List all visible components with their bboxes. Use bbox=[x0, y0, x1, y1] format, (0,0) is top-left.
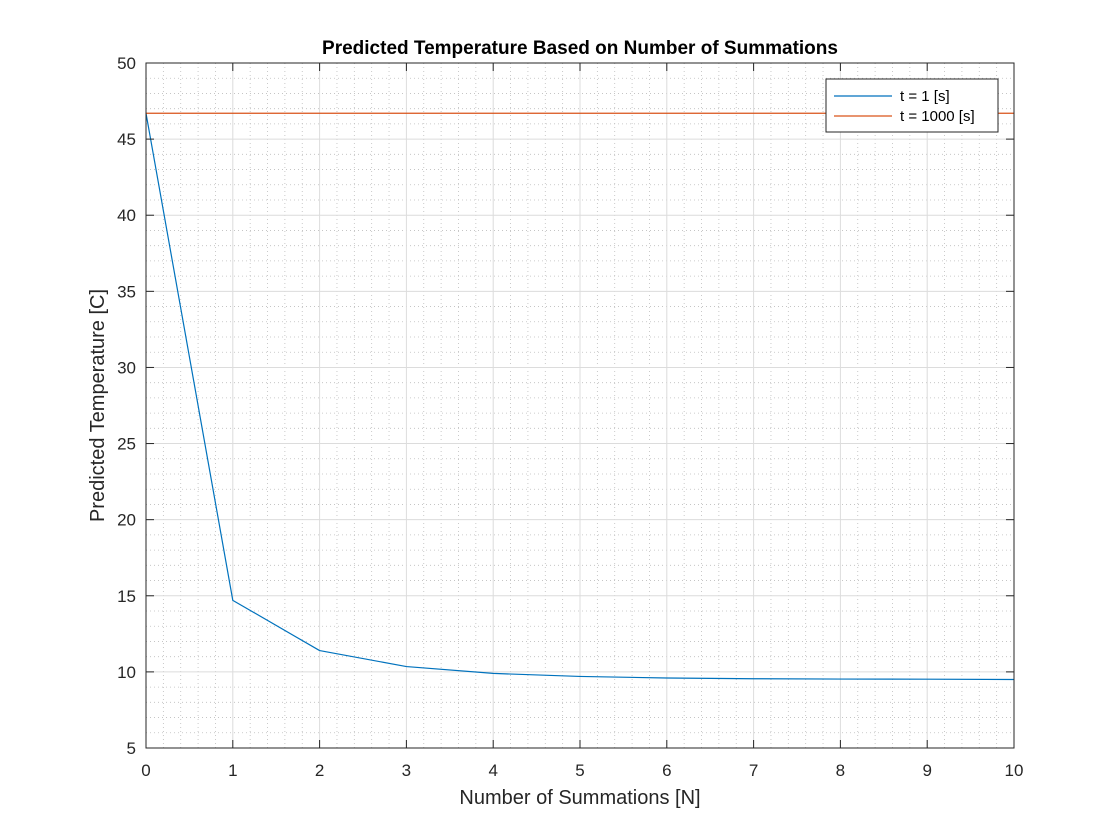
legend-box bbox=[825, 78, 999, 133]
series-line-1 bbox=[145, 113, 1015, 681]
legend-label-1: t = 1 [s] bbox=[900, 88, 950, 105]
x-tick-label: 10 bbox=[1005, 761, 1024, 780]
y-tick-label: 30 bbox=[117, 358, 136, 377]
y-tick-label: 50 bbox=[117, 54, 136, 73]
x-tick-label: 5 bbox=[575, 761, 584, 780]
y-tick-label: 45 bbox=[117, 130, 136, 149]
x-axis-title: Number of Summations [N] bbox=[459, 787, 700, 809]
minor-grid bbox=[146, 63, 1014, 748]
y-tick-label: 10 bbox=[117, 663, 136, 682]
x-axis-ticks: 0 1 2 3 4 5 6 7 8 9 10 bbox=[141, 63, 1023, 780]
x-tick-label: 6 bbox=[662, 761, 671, 780]
legend: t = 1 [s] t = 1000 [s] bbox=[825, 78, 999, 133]
y-tick-label: 20 bbox=[117, 511, 136, 530]
x-tick-label: 8 bbox=[836, 761, 845, 780]
y-tick-label: 5 bbox=[127, 739, 136, 758]
y-axis-ticks: 5 10 15 20 25 30 35 40 45 50 bbox=[117, 54, 1014, 758]
chart-title: Predicted Temperature Based on Number of… bbox=[322, 38, 838, 59]
x-tick-label: 2 bbox=[315, 761, 324, 780]
y-tick-label: 40 bbox=[117, 206, 136, 225]
legend-label-2: t = 1000 [s] bbox=[900, 108, 975, 125]
y-axis-title: Predicted Temperature [C] bbox=[87, 289, 109, 522]
major-grid bbox=[146, 63, 1014, 748]
x-tick-label: 7 bbox=[749, 761, 758, 780]
x-tick-label: 4 bbox=[488, 761, 497, 780]
y-tick-label: 25 bbox=[117, 435, 136, 454]
x-tick-label: 0 bbox=[141, 761, 150, 780]
x-tick-label: 9 bbox=[922, 761, 931, 780]
y-tick-label: 15 bbox=[117, 587, 136, 606]
x-tick-label: 3 bbox=[402, 761, 411, 780]
y-tick-label: 35 bbox=[117, 282, 136, 301]
x-tick-label: 1 bbox=[228, 761, 237, 780]
